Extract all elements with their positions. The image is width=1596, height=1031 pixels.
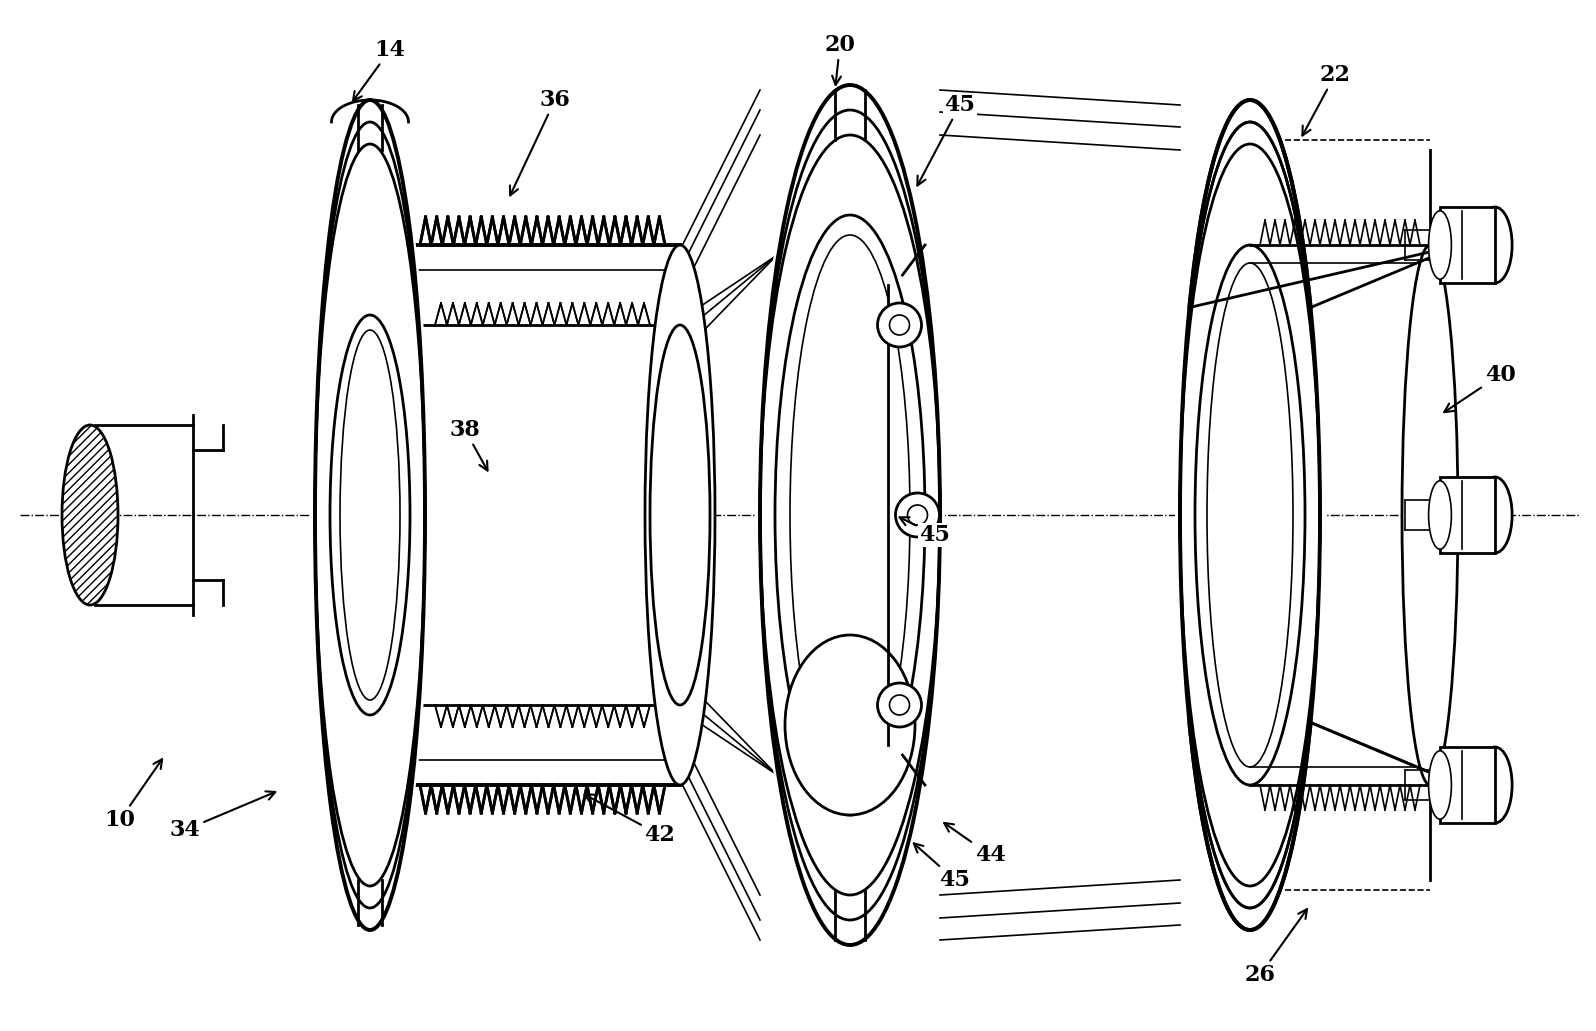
- Text: 40: 40: [1444, 364, 1515, 412]
- Ellipse shape: [878, 303, 921, 347]
- Bar: [1440, 747, 1495, 823]
- Ellipse shape: [310, 95, 429, 935]
- Ellipse shape: [878, 683, 921, 727]
- Text: 36: 36: [511, 89, 570, 196]
- Text: 26: 26: [1245, 909, 1307, 986]
- Bar: [1440, 207, 1495, 282]
- Text: 10: 10: [105, 759, 163, 831]
- Polygon shape: [420, 247, 666, 783]
- Text: 22: 22: [1302, 64, 1350, 135]
- Ellipse shape: [908, 505, 927, 525]
- Text: 42: 42: [584, 795, 675, 846]
- Text: 45: 45: [915, 843, 970, 891]
- Text: 14: 14: [353, 39, 405, 101]
- Ellipse shape: [1401, 245, 1459, 785]
- Text: 45: 45: [900, 518, 951, 546]
- Ellipse shape: [755, 80, 945, 950]
- Ellipse shape: [1428, 480, 1451, 550]
- Text: 34: 34: [169, 792, 275, 841]
- Ellipse shape: [889, 695, 910, 716]
- Ellipse shape: [1478, 747, 1511, 823]
- Text: 20: 20: [825, 34, 855, 85]
- Ellipse shape: [776, 215, 926, 814]
- Ellipse shape: [790, 235, 910, 795]
- Text: 44: 44: [945, 823, 1005, 866]
- Ellipse shape: [1175, 95, 1325, 935]
- Ellipse shape: [785, 635, 915, 814]
- Bar: [1440, 477, 1495, 553]
- Ellipse shape: [1428, 751, 1451, 820]
- Ellipse shape: [645, 245, 715, 785]
- Text: 45: 45: [918, 94, 975, 186]
- Ellipse shape: [889, 315, 910, 335]
- Ellipse shape: [1478, 477, 1511, 553]
- Ellipse shape: [1478, 207, 1511, 282]
- Ellipse shape: [62, 425, 118, 605]
- Ellipse shape: [1428, 210, 1451, 279]
- Text: 38: 38: [450, 419, 487, 470]
- Ellipse shape: [895, 493, 940, 537]
